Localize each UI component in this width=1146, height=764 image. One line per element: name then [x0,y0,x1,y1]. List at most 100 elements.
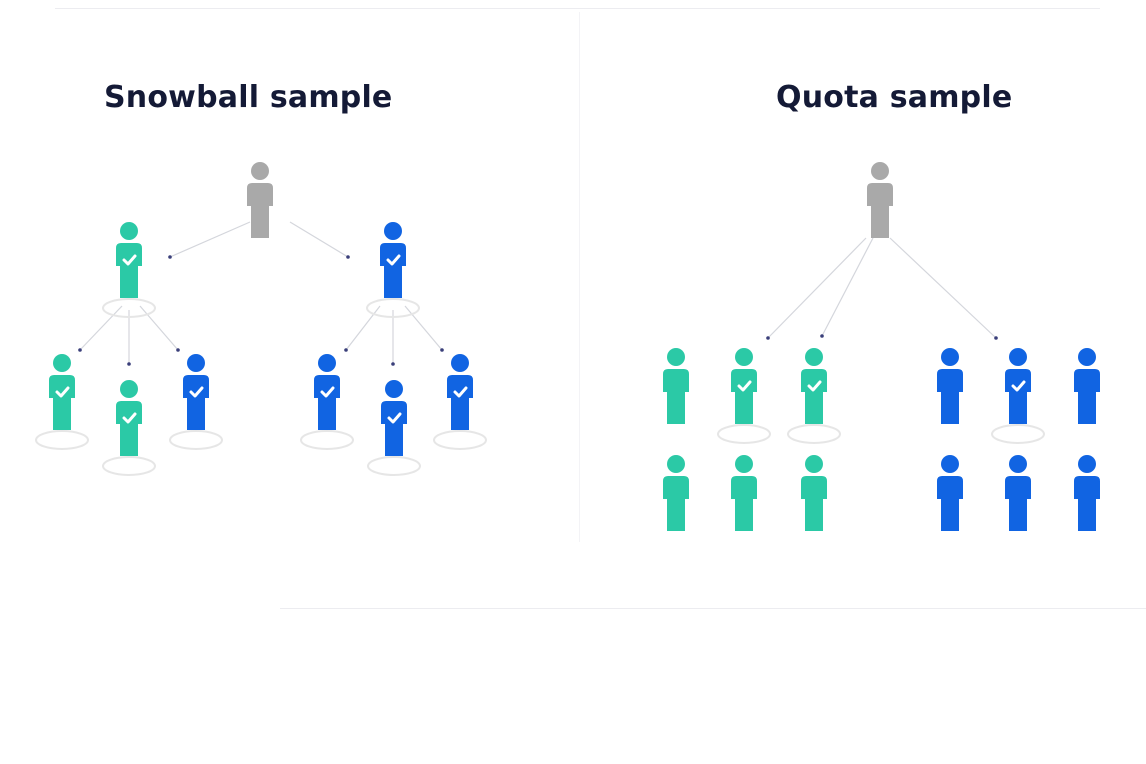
selection-ring [991,424,1045,444]
people-group [49,162,1100,531]
person-icon [381,380,407,456]
person-icon [247,162,273,238]
person-body [731,476,757,531]
person-icon [663,348,689,424]
arrow-dot [820,334,824,338]
person-icon [867,162,893,238]
arrow-dot [78,348,82,352]
person-body [801,476,827,531]
check-icon [453,386,468,398]
person-head [941,455,959,473]
recruitment-line [404,305,443,351]
person-icon [731,455,757,531]
check-icon [387,412,402,424]
arrow-dot [168,255,172,259]
person-head [385,380,403,398]
person-head [384,222,402,240]
quota-sample-title: Quota sample [776,80,1013,115]
check-icon [386,254,401,266]
person-body [663,476,689,531]
person-icon [1074,348,1100,424]
person-head [667,348,685,366]
check-icon [122,254,137,266]
person-icon [801,348,827,424]
person-head [1078,348,1096,366]
person-icon [49,354,75,430]
person-body [116,401,142,456]
person-body [49,375,75,430]
check-icon [807,380,822,392]
arrow-dot [344,348,348,352]
person-head [451,354,469,372]
person-body [1005,476,1031,531]
person-body [867,183,893,238]
person-body [116,243,142,298]
person-body [1005,369,1031,424]
person-icon [1074,455,1100,531]
person-head [251,162,269,180]
person-icon [1005,455,1031,531]
recruitment-line [821,237,874,337]
top-divider [55,8,1100,9]
check-icon [189,386,204,398]
selection-ring [35,430,89,450]
person-icon [731,348,757,424]
check-icon [320,386,335,398]
arrow-dot [346,255,350,259]
person-body [663,369,689,424]
person-body [183,375,209,430]
selection-ring [169,430,223,450]
person-icon [183,354,209,430]
person-head [53,354,71,372]
selection-ring [367,456,421,476]
person-icon [1005,348,1031,424]
arrow-dot [994,336,998,340]
person-icon [447,354,473,430]
person-body [937,369,963,424]
person-body [801,369,827,424]
bottom-divider [280,608,1146,609]
person-body [314,375,340,430]
selection-ring [300,430,354,450]
recruitment-line [169,221,251,258]
person-icon [380,222,406,298]
person-head [318,354,336,372]
person-icon [937,455,963,531]
person-head [805,348,823,366]
check-icon [122,412,137,424]
person-head [805,455,823,473]
arrow-dot [127,362,131,366]
selection-rings [35,298,1045,476]
panel-divider [579,12,580,542]
recruitment-line [345,305,381,351]
recruitment-line [139,305,179,351]
person-head [1009,348,1027,366]
arrow-dot [176,348,180,352]
recruitment-lines [78,221,998,366]
person-icon [116,380,142,456]
person-head [120,380,138,398]
person-body [447,375,473,430]
selection-ring [102,456,156,476]
selection-ring [717,424,771,444]
check-icon [737,380,752,392]
person-body [937,476,963,531]
person-icon [801,455,827,531]
person-head [187,354,205,372]
selection-ring [787,424,841,444]
person-head [735,348,753,366]
arrow-dot [766,336,770,340]
selection-ring [102,298,156,318]
person-head [120,222,138,240]
recruitment-line [289,221,349,258]
recruitment-line [79,305,123,351]
person-head [667,455,685,473]
arrow-dot [391,362,395,366]
check-icon [1011,380,1026,392]
person-head [1009,455,1027,473]
person-body [1074,369,1100,424]
person-head [1078,455,1096,473]
person-head [735,455,753,473]
person-body [381,401,407,456]
